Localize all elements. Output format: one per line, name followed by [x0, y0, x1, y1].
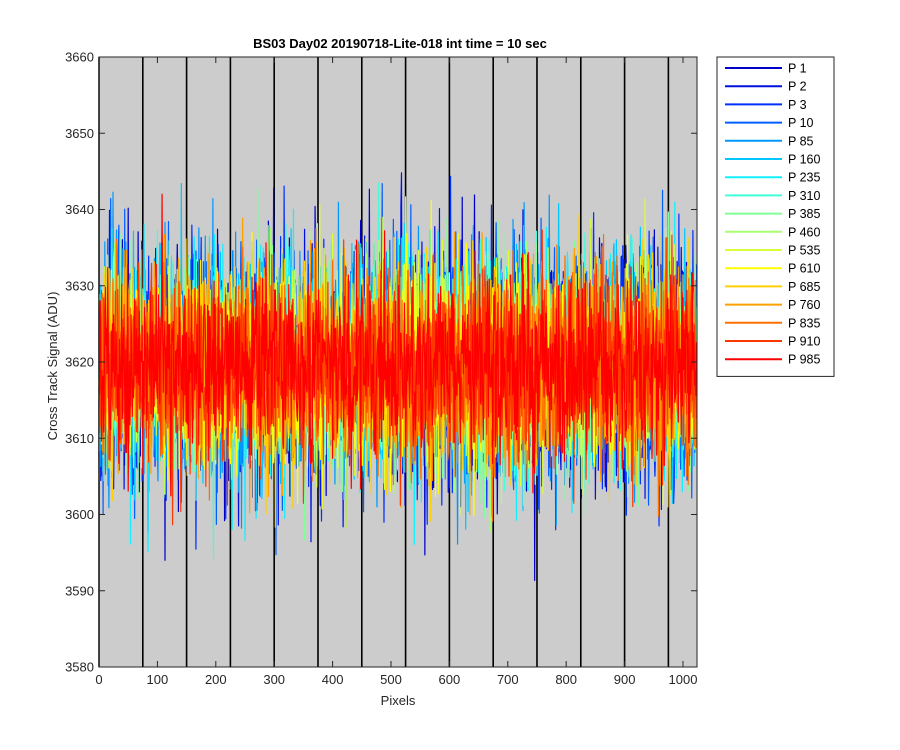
- legend-label: P 85: [788, 134, 814, 148]
- legend-label: P 460: [788, 225, 820, 239]
- y-tick-label: 3600: [65, 507, 94, 522]
- y-tick-label: 3640: [65, 202, 94, 217]
- x-tick-label: 900: [614, 672, 636, 687]
- legend-label: P 535: [788, 244, 820, 258]
- y-tick-label: 3580: [65, 660, 94, 675]
- legend-label: P 385: [788, 207, 820, 221]
- x-tick-label: 600: [439, 672, 461, 687]
- legend-label: P 910: [788, 335, 820, 349]
- y-tick-label: 3590: [65, 583, 94, 598]
- y-axis-label: Cross Track Signal (ADU): [45, 292, 60, 441]
- x-axis-ticks: 0 100 200 300 400 500 600 700 800 900 1000: [95, 57, 697, 687]
- series-line-p985: [98, 193, 698, 497]
- legend-label: P 3: [788, 98, 807, 112]
- legend-label: P 235: [788, 171, 820, 185]
- legend-label: P 760: [788, 298, 820, 312]
- legend: P 1 P 2 P 3 P 10 P 85 P 160 P 235 P 310 P 385 P 4…: [716, 56, 835, 377]
- series-lines: [98, 172, 698, 582]
- legend-label: P 1: [788, 62, 807, 76]
- x-tick-label: 300: [263, 672, 285, 687]
- y-axis-ticks: 3580 3590 3600 3610 3620 3630 3640 3650 3660: [65, 50, 697, 675]
- legend-label: P 10: [788, 116, 814, 130]
- x-tick-label: 1000: [669, 672, 698, 687]
- chart-title: BS03 Day02 20190718-Lite-018 int time = …: [253, 36, 547, 51]
- y-tick-label: 3650: [65, 126, 94, 141]
- x-tick-label: 400: [322, 672, 344, 687]
- x-tick-label: 100: [147, 672, 169, 687]
- x-tick-label: 500: [380, 672, 402, 687]
- x-axis-label: Pixels: [381, 693, 416, 708]
- legend-label: P 985: [788, 353, 820, 367]
- legend-label: P 685: [788, 280, 820, 294]
- y-tick-label: 3660: [65, 50, 94, 65]
- legend-label: P 835: [788, 316, 820, 330]
- x-tick-label: 0: [95, 672, 102, 687]
- x-tick-label: 200: [205, 672, 227, 687]
- legend-label: P 2: [788, 80, 807, 94]
- legend-label: P 310: [788, 189, 820, 203]
- x-tick-label: 800: [555, 672, 577, 687]
- x-tick-label: 700: [497, 672, 519, 687]
- y-tick-label: 3630: [65, 278, 94, 293]
- y-tick-label: 3620: [65, 355, 94, 370]
- legend-label: P 160: [788, 153, 820, 167]
- legend-label: P 610: [788, 262, 820, 276]
- y-tick-label: 3610: [65, 431, 94, 446]
